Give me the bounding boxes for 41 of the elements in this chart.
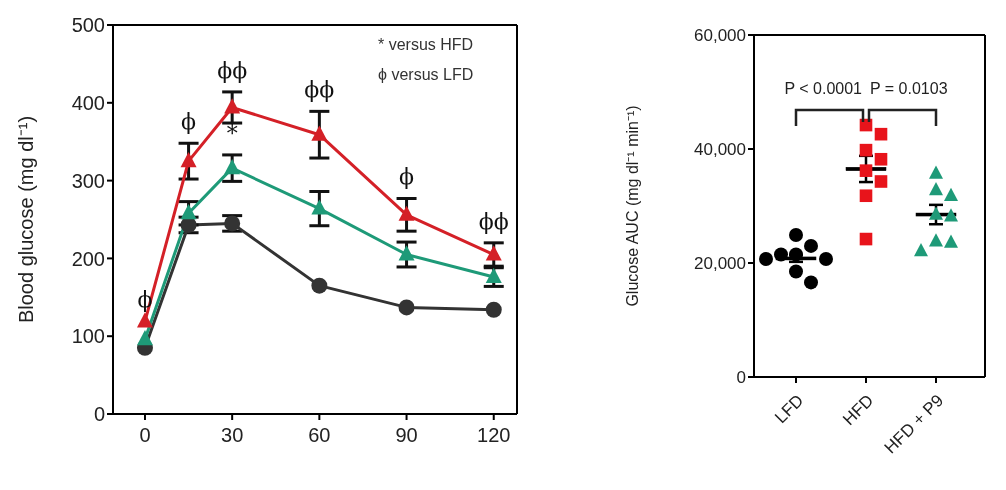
annotation: ϕϕ (304, 77, 335, 103)
annotation: * (226, 120, 238, 146)
point (224, 98, 241, 114)
x-tick-label: 30 (221, 424, 244, 447)
annotation: * versus HFD (378, 36, 474, 54)
annotation: ϕ (399, 164, 415, 190)
point (485, 301, 502, 318)
point (136, 330, 153, 346)
annotation: ϕ (181, 109, 197, 135)
y-tick-label: 60,000 (694, 26, 746, 46)
x-tick-label: 90 (395, 424, 418, 447)
annotation: P < 0.0001 (783, 80, 862, 98)
point (398, 299, 415, 316)
x-tick-label: LFD (771, 390, 808, 428)
x-tick-label: 60 (308, 424, 331, 447)
x-tick-label: 120 (477, 424, 511, 447)
point (398, 245, 415, 261)
y-tick-label: 200 (71, 247, 105, 270)
point (311, 277, 328, 294)
point (224, 158, 241, 175)
point (485, 245, 502, 261)
annotation: ϕϕ (478, 208, 509, 234)
point (311, 199, 328, 215)
y-axis-title: Blood glucose (mg dl⁻¹) (15, 115, 38, 324)
y-tick-label: 0 (736, 368, 746, 388)
x-tick-label: 0 (139, 424, 151, 447)
y-tick-label: 400 (71, 91, 105, 114)
y-tick-label: 300 (71, 169, 105, 192)
y-axis-title: Glucose AUC (mg dl⁻¹ min⁻¹) (623, 105, 641, 307)
y-tick-label: 500 (71, 14, 105, 37)
point (311, 125, 328, 141)
point (398, 205, 415, 221)
y-tick-label: 100 (71, 325, 105, 348)
y-tick-label: 40,000 (694, 140, 746, 160)
point (180, 204, 197, 220)
point (180, 151, 197, 168)
point (136, 312, 153, 328)
y-tick-label: 20,000 (694, 254, 746, 274)
annotation: ϕϕ (217, 57, 248, 83)
annotation: ϕ versus LFD (378, 66, 474, 84)
annotation: P = 0.0103 (870, 80, 949, 98)
